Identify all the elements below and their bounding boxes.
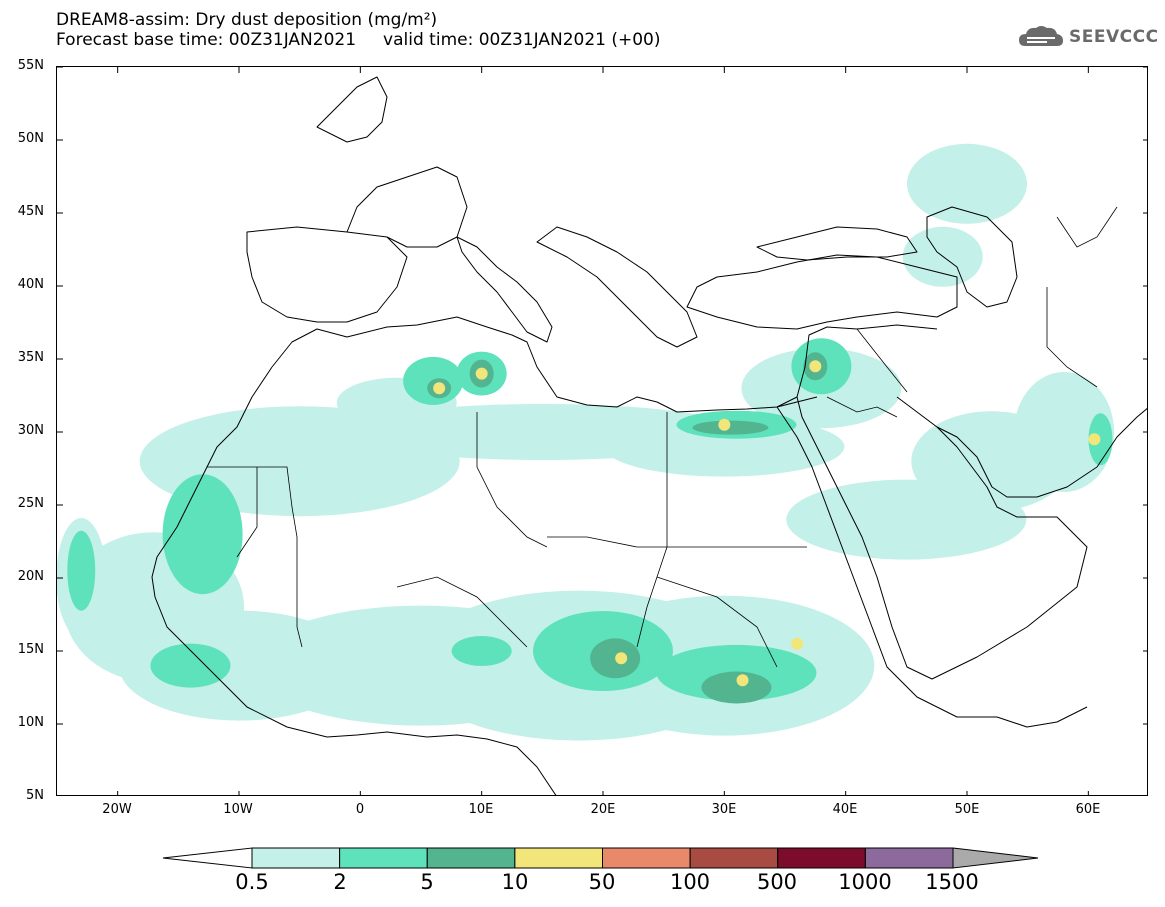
- deposition-hotspot: [809, 360, 822, 373]
- lon-label: 20E: [590, 802, 616, 817]
- coastline-turkey: [686, 254, 958, 330]
- colorbar-box: [777, 847, 866, 869]
- deposition-area: [590, 638, 641, 679]
- coastline-france: [346, 166, 468, 248]
- coastline-iran-east: [1096, 408, 1147, 468]
- deposition-area: [150, 643, 231, 688]
- deposition-area: [451, 636, 512, 666]
- map-title: DREAM8-assim: Dry dust deposition (mg/m²…: [56, 10, 438, 30]
- colorbar: [160, 845, 1040, 875]
- lon-label: 50E: [954, 802, 980, 817]
- colorbar-label: 0.5: [235, 870, 269, 894]
- deposition-hotspot: [1088, 433, 1101, 446]
- lon-label: 20W: [102, 802, 132, 817]
- colorbar-box: [426, 847, 516, 869]
- lat-label: 35N: [17, 350, 44, 365]
- lon-label: 10E: [468, 802, 494, 817]
- colorbar-label: 10: [501, 870, 529, 894]
- colorbar-box: [864, 847, 954, 869]
- deposition-hotspot: [475, 367, 488, 380]
- colorbar-box: [689, 847, 779, 869]
- deposition-hotspot: [433, 382, 446, 395]
- lat-label: 25N: [17, 496, 44, 511]
- colorbar-label: 1000: [838, 870, 892, 894]
- lat-label: 30N: [17, 423, 44, 438]
- lon-label: 0: [355, 802, 365, 817]
- coastline-black-sea: [756, 226, 918, 261]
- lon-label: 30E: [711, 802, 737, 817]
- colorbar-boxes: [251, 847, 954, 869]
- lat-label: 55N: [17, 58, 44, 73]
- colorbar-label: 5: [420, 870, 434, 894]
- coastline-iberia: [246, 226, 408, 323]
- cloud-icon: [1019, 26, 1063, 46]
- lat-label: 20N: [17, 569, 44, 584]
- colorbar-label: 100: [669, 870, 711, 894]
- deposition-area: [907, 143, 1027, 224]
- coastlines: [151, 76, 1147, 795]
- coastline-gulf-aden: [996, 706, 1088, 728]
- logo-text: SEEVCCC: [1069, 27, 1159, 47]
- colorbar-box: [602, 847, 691, 869]
- coastline-north-africa: [271, 316, 818, 413]
- lat-label: 15N: [17, 642, 44, 657]
- deposition-area: [67, 530, 96, 611]
- deposition-area: [701, 671, 772, 704]
- lon-label: 60E: [1075, 802, 1101, 817]
- coastline-levant: [776, 324, 938, 408]
- deposition-hotspot: [718, 418, 731, 431]
- lat-label: 5N: [26, 788, 44, 803]
- coastline-west-africa: [151, 366, 557, 795]
- colorbar-label: 500: [756, 870, 798, 894]
- coastline-britain: [316, 76, 388, 143]
- lon-label: 10W: [223, 802, 253, 817]
- deposition-area: [692, 420, 769, 435]
- colorbar-label: 50: [588, 870, 616, 894]
- lat-label: 45N: [17, 204, 44, 219]
- coastline-arabia: [796, 396, 1088, 680]
- deposition-hotspot: [736, 674, 749, 687]
- deposition-hotspot: [791, 637, 804, 650]
- colorbar-over-triangle: [952, 847, 1039, 869]
- deposition-area: [1014, 372, 1115, 492]
- forecast-time-line: Forecast base time: 00Z31JAN2021 valid t…: [56, 30, 661, 50]
- colorbar-under-triangle: [162, 847, 253, 869]
- lat-label: 10N: [17, 715, 44, 730]
- lat-label: 50N: [17, 131, 44, 146]
- colorbar-label: 2: [333, 870, 347, 894]
- colorbar-box: [251, 847, 341, 869]
- deposition-area: [162, 474, 243, 595]
- lon-label: 40E: [832, 802, 858, 817]
- dust-deposition-map: [56, 66, 1148, 796]
- coastline-italy: [456, 236, 553, 343]
- colorbar-box: [514, 847, 603, 869]
- colorbar-label: 1500: [925, 870, 979, 894]
- deposition-hotspot: [615, 652, 628, 665]
- coastline-red-sea-west: [776, 406, 997, 718]
- lat-label: 40N: [17, 277, 44, 292]
- map-svg: [57, 67, 1147, 795]
- country-borders: [207, 206, 1118, 668]
- seevccc-logo: SEEVCCC: [1017, 24, 1159, 50]
- colorbar-box: [339, 847, 428, 869]
- coastline-caspian: [926, 206, 1018, 308]
- deposition-shading: [57, 143, 1115, 741]
- coastline-balkans-greece: [536, 226, 698, 348]
- coastline-persian-gulf: [936, 426, 1098, 498]
- axis-ticks: [57, 67, 1147, 795]
